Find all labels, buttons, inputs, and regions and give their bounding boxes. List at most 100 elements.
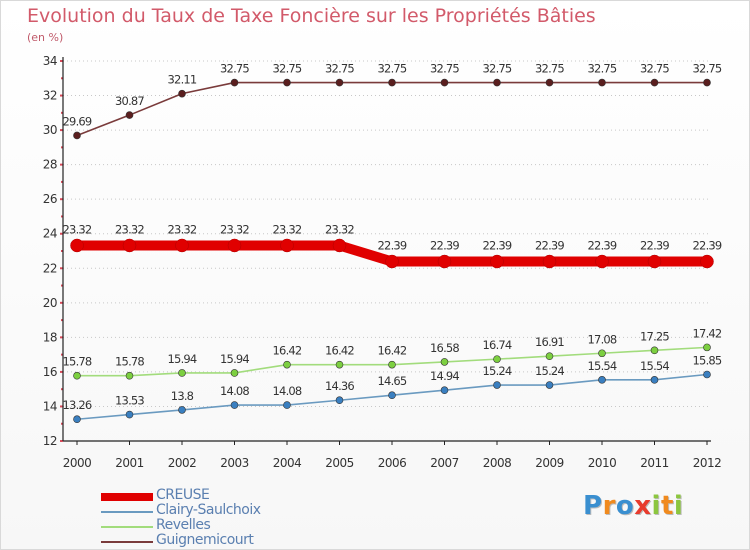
data-point-revelles [493,355,501,363]
data-point-clairy-saulchoix [545,381,554,389]
data-point-guignemicourt [440,78,449,87]
data-label-creuse: 22.39 [483,239,512,253]
data-label-clairy-saulchoix: 13.8 [171,389,194,403]
data-point-creuse [595,254,609,269]
y-tick-label: 26 [43,192,57,206]
chart-subtitle: (en %) [27,31,64,44]
data-point-creuse [175,238,189,253]
y-tick-label: 18 [43,330,57,344]
data-label-clairy-saulchoix: 14.65 [378,374,407,388]
data-label-revelles: 15.94 [168,352,197,366]
y-tick-label: 34 [43,54,57,68]
data-label-revelles: 17.08 [588,332,617,346]
data-point-revelles [73,371,81,380]
data-point-creuse [490,254,504,269]
data-point-creuse [332,238,347,253]
data-point-guignemicourt [545,78,554,87]
chart-title: Evolution du Taux de Taxe Foncière sur l… [27,5,596,27]
data-point-revelles [125,371,134,380]
data-label-guignemicourt: 32.75 [693,62,722,76]
data-label-creuse: 22.39 [640,239,669,253]
data-point-revelles [545,352,554,360]
data-point-creuse [122,238,137,253]
data-point-guignemicourt [178,89,186,98]
x-tick-label: 2009 [535,456,564,470]
data-label-guignemicourt: 30.87 [115,94,144,108]
data-label-guignemicourt: 32.75 [220,62,249,76]
data-point-guignemicourt [125,111,134,119]
data-label-revelles: 17.42 [693,326,722,340]
x-tick-label: 2008 [483,456,512,470]
data-label-clairy-saulchoix: 13.53 [115,394,144,408]
data-label-revelles: 17.25 [640,329,669,343]
data-point-creuse [385,254,399,269]
data-point-revelles [703,343,711,352]
legend-label-guignemicourt: Guignemicourt [156,532,254,548]
data-label-creuse: 23.32 [220,222,249,236]
logo-letter: i [673,491,684,521]
legend-swatch-revelles [101,526,153,528]
data-point-clairy-saulchoix [388,391,396,400]
data-label-guignemicourt: 32.75 [588,62,617,76]
y-tick-label: 24 [43,227,57,241]
legend-swatch-clairy-saulchoix [101,511,153,513]
data-point-creuse [437,254,452,269]
x-tick-label: 2004 [273,456,302,470]
data-label-clairy-saulchoix: 13.26 [63,398,92,412]
series-line-guignemicourt [76,81,707,137]
logo-letter: x [634,491,652,521]
x-tick-label: 2006 [378,456,407,470]
data-point-clairy-saulchoix [493,381,501,389]
logo-letter: o [615,491,635,521]
data-point-clairy-saulchoix [650,376,659,384]
data-point-revelles [598,349,606,358]
y-tick-label: 12 [43,434,57,448]
data-point-clairy-saulchoix [73,415,81,424]
data-label-revelles: 15.78 [63,355,92,369]
legend-label-clairy-saulchoix: Clairy-Saulchoix [156,502,261,518]
data-point-clairy-saulchoix [335,396,344,405]
logo-letter: t [660,491,674,521]
legend-label-creuse: CREUSE [156,487,210,503]
x-tick-label: 2007 [430,456,459,470]
data-point-revelles [230,369,239,377]
data-label-clairy-saulchoix: 15.24 [535,364,564,378]
data-label-creuse: 23.32 [115,222,144,236]
data-point-clairy-saulchoix [598,376,606,384]
data-point-guignemicourt [650,78,659,87]
data-point-guignemicourt [283,78,291,87]
data-label-guignemicourt: 32.75 [535,62,564,76]
data-point-creuse [647,254,662,269]
data-point-clairy-saulchoix [703,370,711,379]
proxiti-logo: Proxiti [583,491,683,521]
data-point-clairy-saulchoix [125,410,134,419]
data-point-creuse [542,254,557,269]
data-label-revelles: 16.91 [535,335,564,349]
data-label-revelles: 16.42 [325,344,354,358]
data-point-clairy-saulchoix [178,406,186,414]
data-point-guignemicourt [598,78,606,87]
data-label-creuse: 22.39 [535,239,564,253]
x-tick-label: 2012 [693,456,722,470]
data-label-revelles: 16.42 [273,344,302,358]
data-label-creuse: 22.39 [430,239,459,253]
data-point-revelles [650,346,659,355]
data-label-revelles: 16.42 [378,344,407,358]
data-point-guignemicourt [388,78,396,87]
logo-letter: i [651,491,661,521]
data-label-revelles: 15.78 [115,355,144,369]
y-tick-label: 30 [43,123,57,137]
data-label-revelles: 15.94 [220,352,249,366]
data-label-creuse: 23.32 [63,222,92,236]
data-label-guignemicourt: 32.75 [640,62,669,76]
data-label-guignemicourt: 32.75 [273,62,302,76]
data-label-guignemicourt: 32.75 [325,62,354,76]
data-point-revelles [178,369,186,377]
y-tick-label: 16 [43,365,57,379]
data-point-revelles [335,360,344,369]
logo-letter: P [583,491,603,521]
data-point-clairy-saulchoix [230,401,239,409]
data-label-revelles: 16.58 [430,341,459,355]
